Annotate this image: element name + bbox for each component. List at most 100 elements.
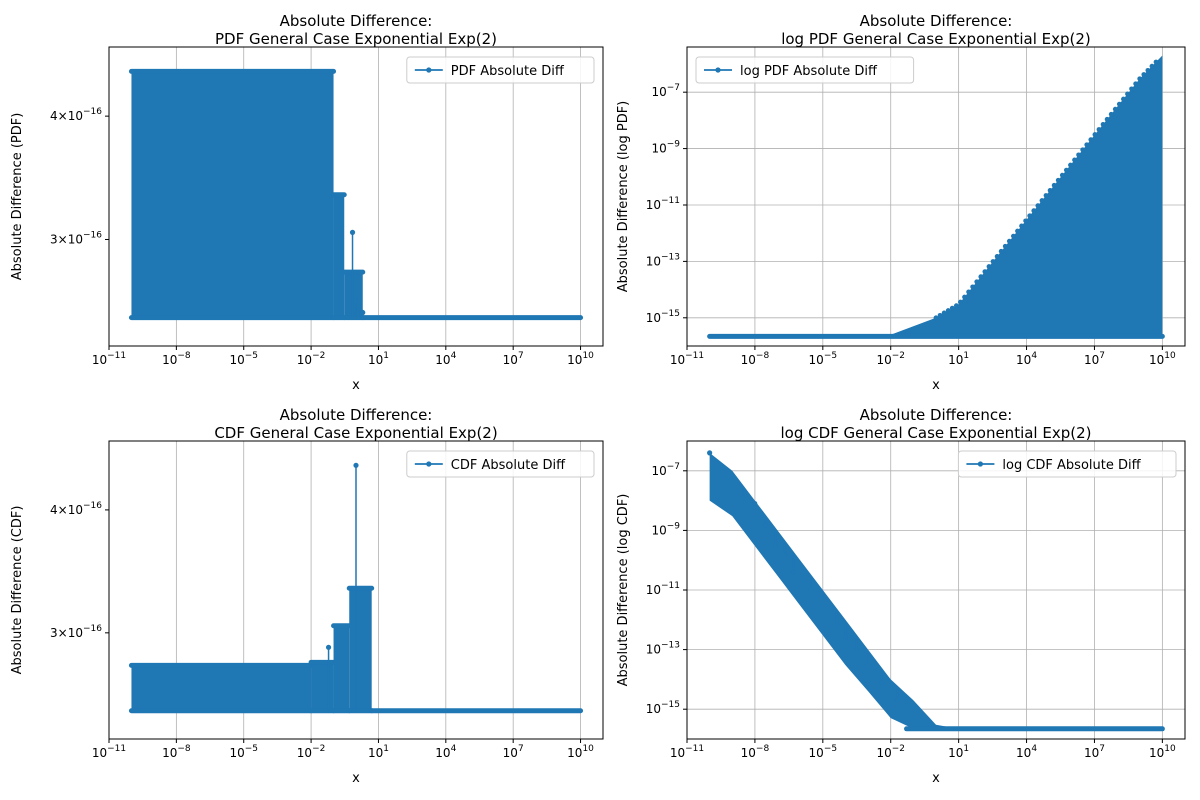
x-tick-label: 1010 [1149,744,1176,760]
series-band [333,194,345,318]
series-point [1104,116,1110,122]
x-tick-label: 101 [948,351,969,367]
series-band [131,71,334,318]
x-tick-label: 107 [1084,744,1105,760]
series-band [344,272,363,318]
x-tick-label: 1010 [567,744,594,760]
series-point [1068,162,1073,168]
series-point [1006,238,1012,244]
y-tick-label: 10−15 [646,309,680,325]
x-tick-label: 107 [503,351,524,367]
y-tick-label: 4×10−16 [50,501,102,517]
axes-frame [108,440,604,740]
series-point [820,596,826,602]
plot-area [128,68,584,321]
series-band [709,55,1163,337]
y-tick-label: 3×10−16 [50,624,102,640]
x-axis-label: x [932,378,940,393]
series-point [933,315,939,321]
series-point [1063,167,1069,173]
chart-subtitle: PDF General Case Exponential Exp(2) [215,30,497,48]
series-point [1108,111,1114,117]
x-tick-label: 10−2 [876,351,905,367]
series-point [1031,208,1037,214]
x-tick-label: 10−11 [670,351,704,367]
series-point [941,310,947,316]
series-point [998,248,1004,254]
legend: PDF Absolute Diff [406,56,595,84]
series-point [879,679,885,685]
series-point [853,647,859,652]
x-tick-label: 104 [435,744,456,760]
y-tick-label: 10−13 [646,641,680,657]
plot-area [707,450,1165,732]
series-point [349,229,356,235]
series-point [1100,122,1106,127]
series-point [1088,137,1094,143]
series-point [1023,218,1029,224]
legend-label: log CDF Absolute Diff [1002,458,1141,473]
series-point [1072,157,1077,163]
x-axis-label: x [932,771,940,786]
chart-subtitle: log CDF General Case Exponential Exp(2) [780,424,1091,442]
series-point [949,305,955,311]
chart-subtitle: CDF General Case Exponential Exp(2) [214,424,497,442]
x-axis: 10−11 10−8 10−5 10−2 101 104 107 1010 [92,739,594,760]
x-tick-label: 10−11 [92,351,126,367]
series-point [937,312,943,318]
series-point [1027,213,1033,219]
y-tick-label: 10−11 [646,581,680,597]
series-point [1137,76,1143,82]
series-point [1055,177,1061,183]
legend-marker [426,67,432,73]
series-point [966,289,971,295]
x-tick-label: 10−8 [741,744,770,760]
series-point [772,543,778,549]
plot-area [707,55,1165,339]
series-point [763,522,769,528]
x-tick-label: 1010 [1149,351,1176,367]
series-point [1133,81,1139,87]
x-axis: 10−11 10−8 10−5 10−2 101 104 107 1010 [670,739,1176,760]
series-point [1121,96,1126,102]
series-point [790,569,796,575]
series-point [808,587,814,593]
y-tick-label: 10−9 [651,140,680,156]
series-point [986,264,992,269]
x-tick-label: 107 [503,744,524,760]
axes-frame [686,46,1186,347]
series-point [1092,132,1098,137]
x-tick-label: 10−8 [162,351,191,367]
x-tick-label: 10−11 [670,744,704,760]
legend: CDF Absolute Diff [406,450,595,478]
series-point [1149,63,1155,69]
series-point [1129,86,1134,92]
y-tick-label: 10−7 [651,83,680,99]
x-tick-label: 10−5 [229,351,258,367]
series-point [1153,59,1159,65]
series-point [962,294,967,300]
y-axis-label: Absolute Difference (log CDF) [616,494,631,687]
series-band [709,452,1163,729]
grid [686,441,1185,739]
x-tick-label: 107 [1084,351,1105,367]
legend-label: log PDF Absolute Diff [740,64,878,79]
series-point [974,279,980,285]
x-tick-label: 104 [1016,744,1037,760]
series-point [990,259,996,264]
x-axis-label: x [352,378,360,393]
series-band [333,625,350,711]
series-point [1002,243,1008,249]
series-point [707,450,713,456]
series-point [1141,72,1147,77]
x-tick-label: 101 [948,744,969,760]
series-point [978,274,984,280]
y-tick-label: 10−11 [646,196,680,212]
series-point [740,495,746,501]
x-tick-label: 1010 [567,351,594,367]
series-point [953,303,959,309]
series-point [325,644,332,650]
x-tick-label: 10−2 [876,744,905,760]
series-point [752,501,758,506]
